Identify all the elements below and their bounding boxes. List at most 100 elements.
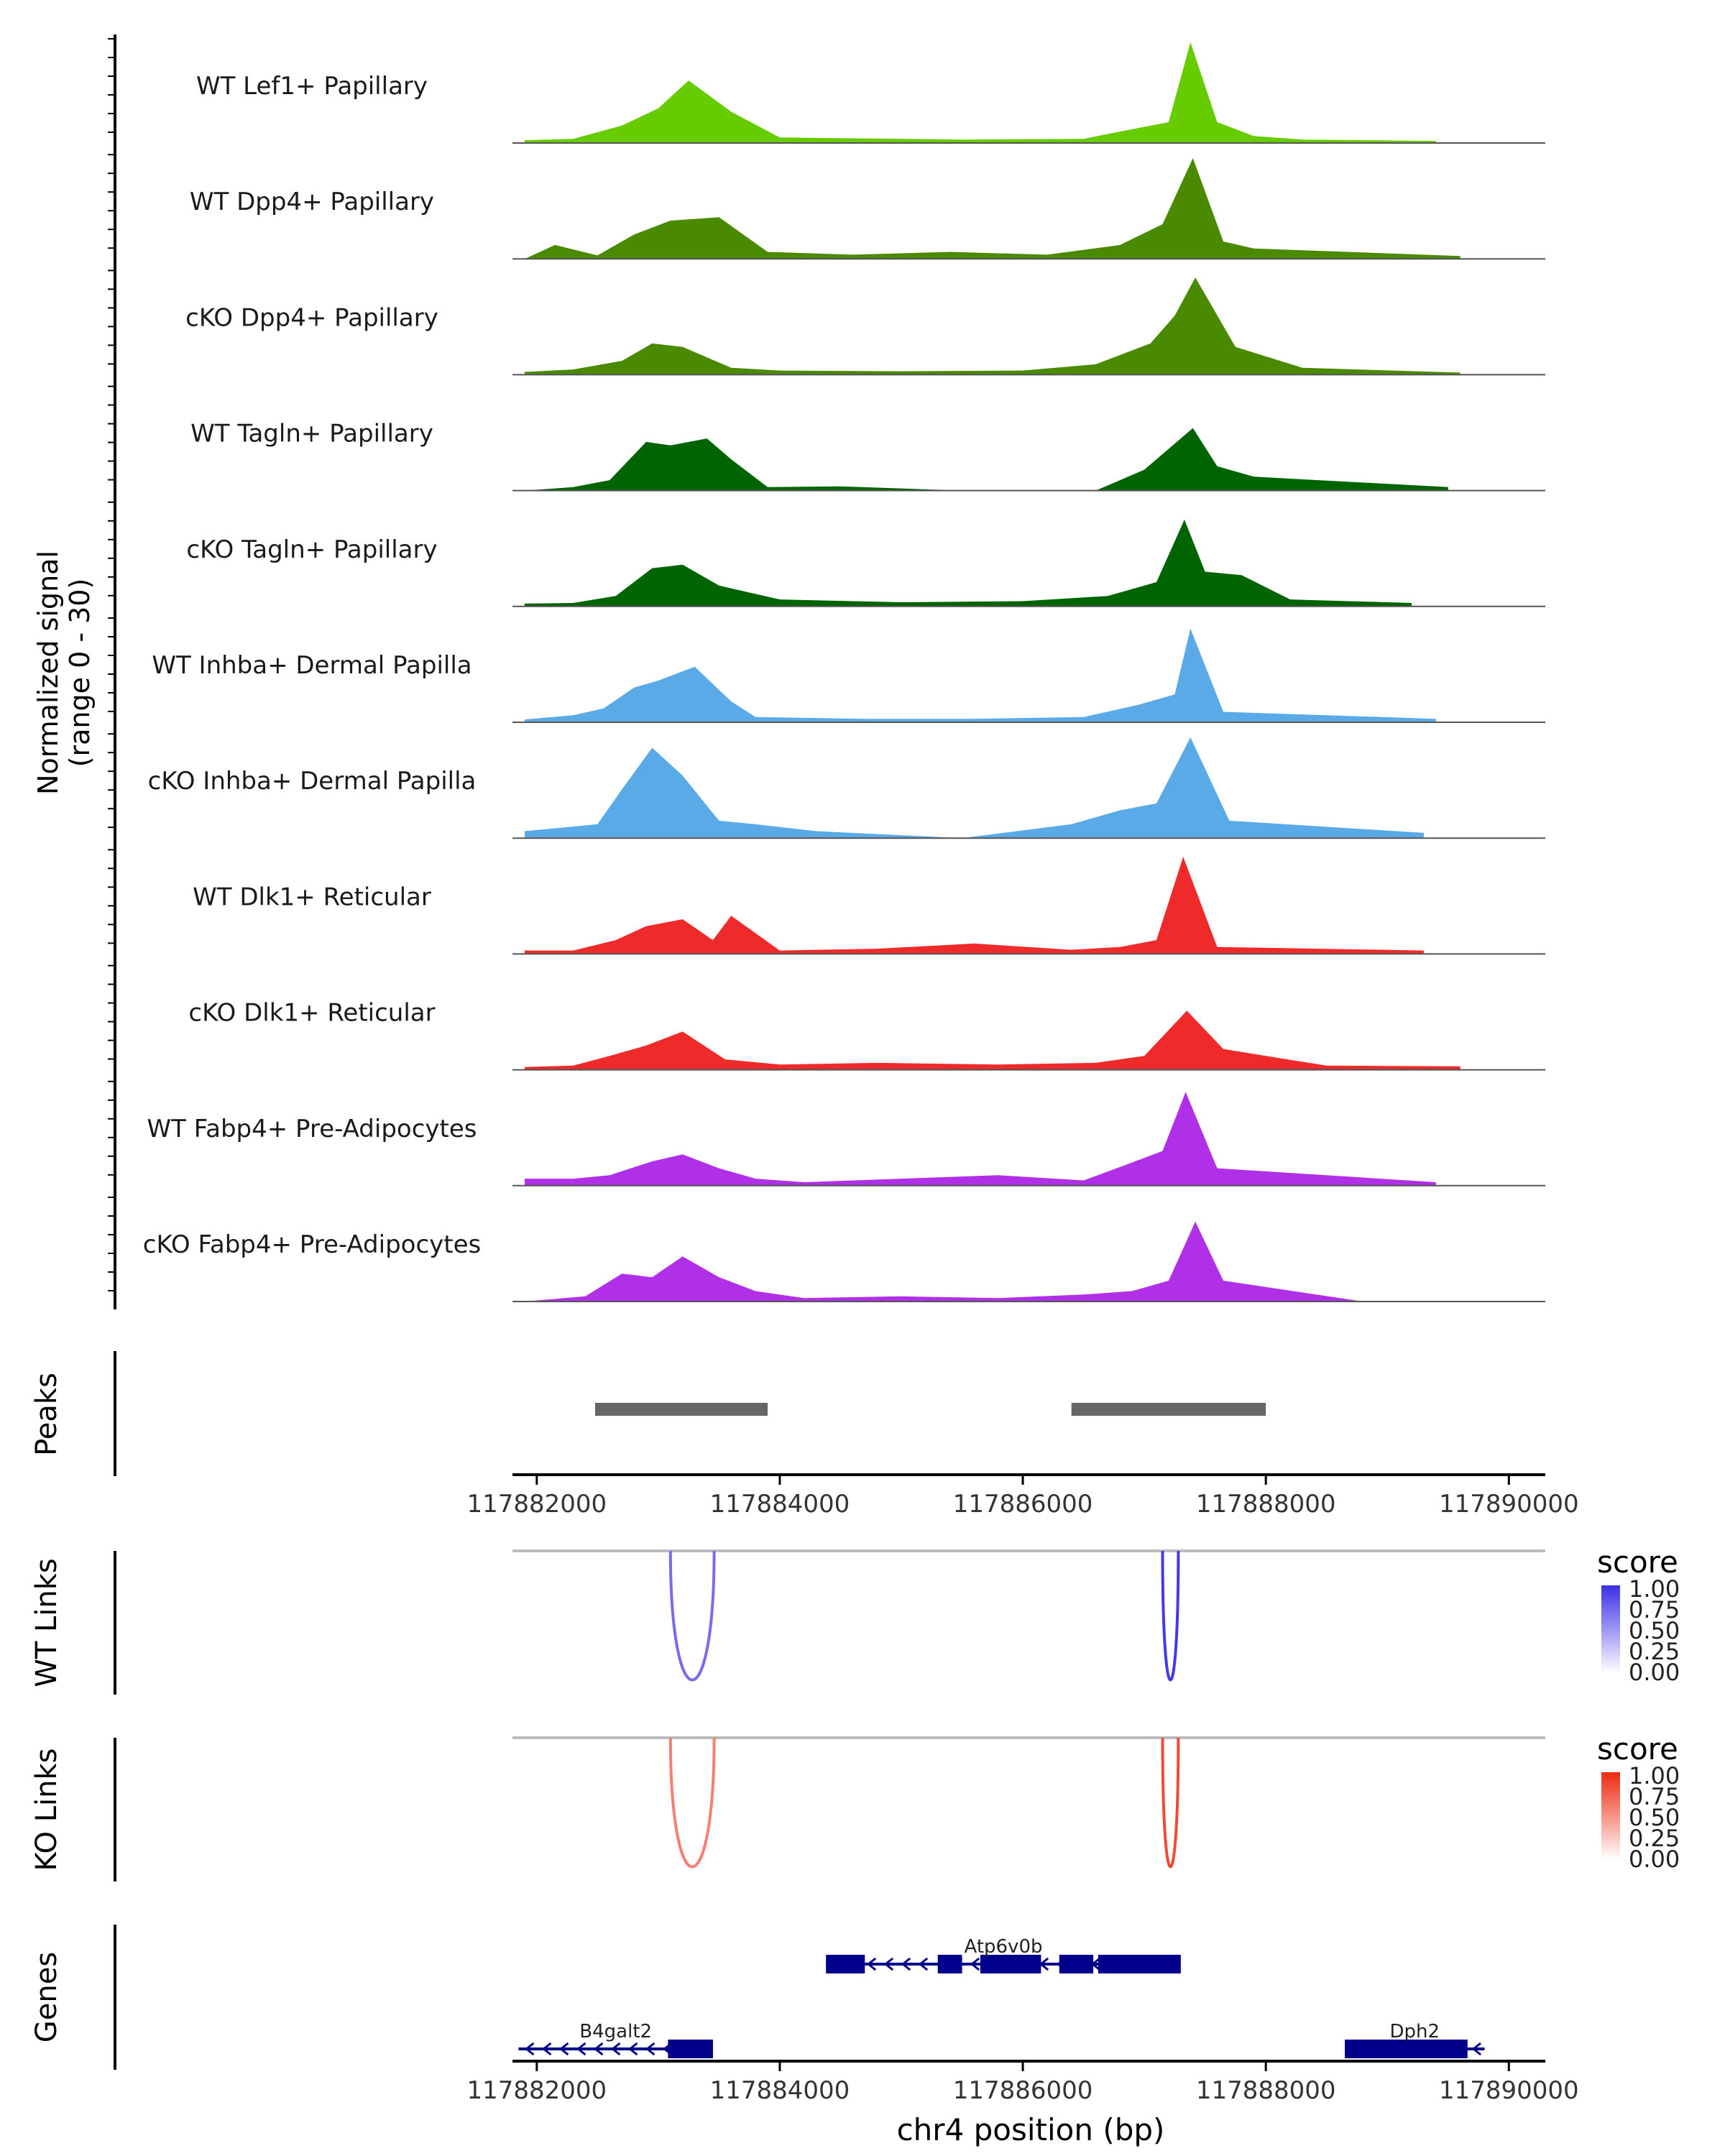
strand-arrow: [645, 2042, 656, 2056]
coverage-track: cKO Dpp4+ Papillary: [185, 277, 1545, 376]
coverage-area: [524, 737, 1424, 839]
legend-title: score: [1597, 1731, 1678, 1766]
coverage-area: [524, 628, 1436, 722]
strand-arrow: [542, 2042, 552, 2056]
coverage-track: WT Inhba+ Dermal Papilla: [152, 628, 1545, 723]
track-label: WT Dpp4+ Papillary: [190, 188, 434, 216]
coverage-area: [524, 158, 1460, 259]
track-label: cKO Fabp4+ Pre-Adipocytes: [143, 1230, 482, 1259]
gene-name: Atp6v0b: [964, 1936, 1042, 1958]
ko-links-label: KO Links: [30, 1749, 63, 1871]
strand-arrow: [1471, 2042, 1481, 2056]
x-tick-label: 117886000: [953, 2076, 1093, 2105]
x-tick-label: 117890000: [1439, 2076, 1579, 2105]
ko-links-arcs: [512, 1736, 1545, 1869]
coverage-y-label: Normalized signal: [32, 550, 64, 795]
wt-links-arcs: [512, 1549, 1545, 1682]
legend-tick-label: 1.00: [1629, 1762, 1680, 1789]
track-label: WT Inhba+ Dermal Papilla: [152, 651, 472, 680]
coverage-track: cKO Dlk1+ Reticular: [188, 999, 1545, 1071]
legend-tick-label: 0.25: [1629, 1825, 1680, 1852]
coverage-panel: Normalized signal (range 0 - 30) WT Lef1…: [32, 34, 1545, 1309]
peak-bar: [1071, 1403, 1266, 1416]
legend-tick-label: 0.00: [1629, 1846, 1680, 1873]
link-arc: [668, 1550, 716, 1682]
coverage-track: WT Lef1+ Papillary: [196, 42, 1545, 144]
strand-arrow: [576, 2042, 586, 2056]
strand-arrow: [883, 1957, 894, 1971]
legend-tick-label: 0.50: [1629, 1804, 1680, 1831]
x-tick-label: 117884000: [710, 1490, 850, 1519]
gene-exon: [1059, 1955, 1094, 1973]
genes-label: Genes: [30, 1952, 63, 2042]
peaks-panel: Peaks 117882000 117884000 117886000 1178880…: [30, 1351, 1579, 1519]
coverage-track: WT Fabp4+ Pre-Adipocytes: [147, 1092, 1545, 1187]
legend-tick-label: 0.75: [1629, 1596, 1680, 1623]
track-label: WT Lef1+ Papillary: [196, 72, 428, 101]
x-tick-label: 117882000: [466, 2076, 607, 2105]
x-tick-label: 117884000: [710, 2076, 850, 2105]
legend-tick-label: 0.75: [1629, 1783, 1680, 1810]
coverage-track: cKO Tagln+ Papillary: [186, 520, 1545, 607]
coverage-y-label-range: (range 0 - 30): [64, 579, 96, 768]
coverage-track: cKO Fabp4+ Pre-Adipocytes: [143, 1221, 1545, 1302]
x-axis-bottom: 117882000 117884000 117886000 117888000 1178…: [466, 2060, 1579, 2105]
link-arc: [1161, 1550, 1180, 1682]
coverage-area: [524, 1092, 1436, 1186]
peaks-label: Peaks: [30, 1373, 63, 1456]
coverage-area: [524, 1010, 1460, 1070]
strand-arrow: [628, 2042, 638, 2056]
gene-model: Dph2: [1345, 2021, 1485, 2058]
gene-model: Atp6v0b: [826, 1936, 1181, 1973]
strand-arrow: [970, 1957, 980, 1971]
coverage-track: cKO Inhba+ Dermal Papilla: [148, 737, 1545, 839]
gene-name: B4galt2: [579, 2021, 652, 2042]
strand-arrow: [866, 1957, 877, 1971]
gene-exon: [1345, 2040, 1468, 2058]
wt-links-label: WT Links: [30, 1558, 63, 1687]
strand-arrow: [594, 2042, 604, 2056]
legend-colorbar: [1601, 1772, 1620, 1860]
x-tick-label: 117888000: [1196, 2076, 1336, 2105]
x-tick-label: 117888000: [1196, 1490, 1336, 1519]
strand-arrow: [559, 2042, 569, 2056]
legend-tick-label: 0.00: [1629, 1659, 1680, 1686]
coverage-area: [524, 857, 1424, 954]
strand-arrow: [901, 1957, 911, 1971]
coverage-track: WT Tagln+ Papillary: [190, 420, 1545, 492]
x-tick-label: 117882000: [466, 1490, 607, 1519]
strand-arrow: [611, 2042, 621, 2056]
track-label: cKO Dpp4+ Papillary: [185, 303, 438, 332]
link-arc: [668, 1737, 716, 1869]
gene-exon: [826, 1955, 865, 1973]
track-label: WT Dlk1+ Reticular: [193, 883, 431, 911]
gene-exon: [668, 2040, 713, 2058]
legend-tick-label: 1.00: [1629, 1575, 1680, 1603]
gene-models: Atp6v0b B4galt2 Dph2: [518, 1936, 1485, 2058]
genes-panel: Genes Atp6v0b B4galt2 Dph2 117882000 117884…: [30, 1925, 1579, 2147]
gene-exon: [937, 1955, 962, 1973]
legend-colorbar: [1601, 1585, 1620, 1673]
peak-bars: [594, 1403, 1266, 1416]
legend-tick-label: 0.25: [1629, 1638, 1680, 1665]
track-label: cKO Tagln+ Papillary: [186, 535, 437, 564]
track-label: cKO Dlk1+ Reticular: [188, 999, 435, 1028]
coverage-area: [524, 428, 1448, 491]
strand-arrow: [525, 2042, 535, 2056]
coverage-tracks: WT Lef1+ Papillary WT Dpp4+ Papillary cKO …: [143, 42, 1545, 1302]
coverage-area: [524, 42, 1436, 143]
coverage-track: WT Dlk1+ Reticular: [193, 857, 1545, 955]
x-tick-label: 117886000: [953, 1490, 1093, 1519]
legend-title: score: [1597, 1544, 1678, 1580]
track-label: cKO Inhba+ Dermal Papilla: [148, 767, 477, 796]
x-tick-label: 117890000: [1439, 1490, 1579, 1519]
gene-name: Dph2: [1389, 2021, 1440, 2042]
x-axis-title: chr4 position (bp): [897, 2112, 1165, 2147]
coverage-track: WT Dpp4+ Papillary: [190, 158, 1545, 260]
legend-tick-label: 0.50: [1629, 1617, 1680, 1644]
